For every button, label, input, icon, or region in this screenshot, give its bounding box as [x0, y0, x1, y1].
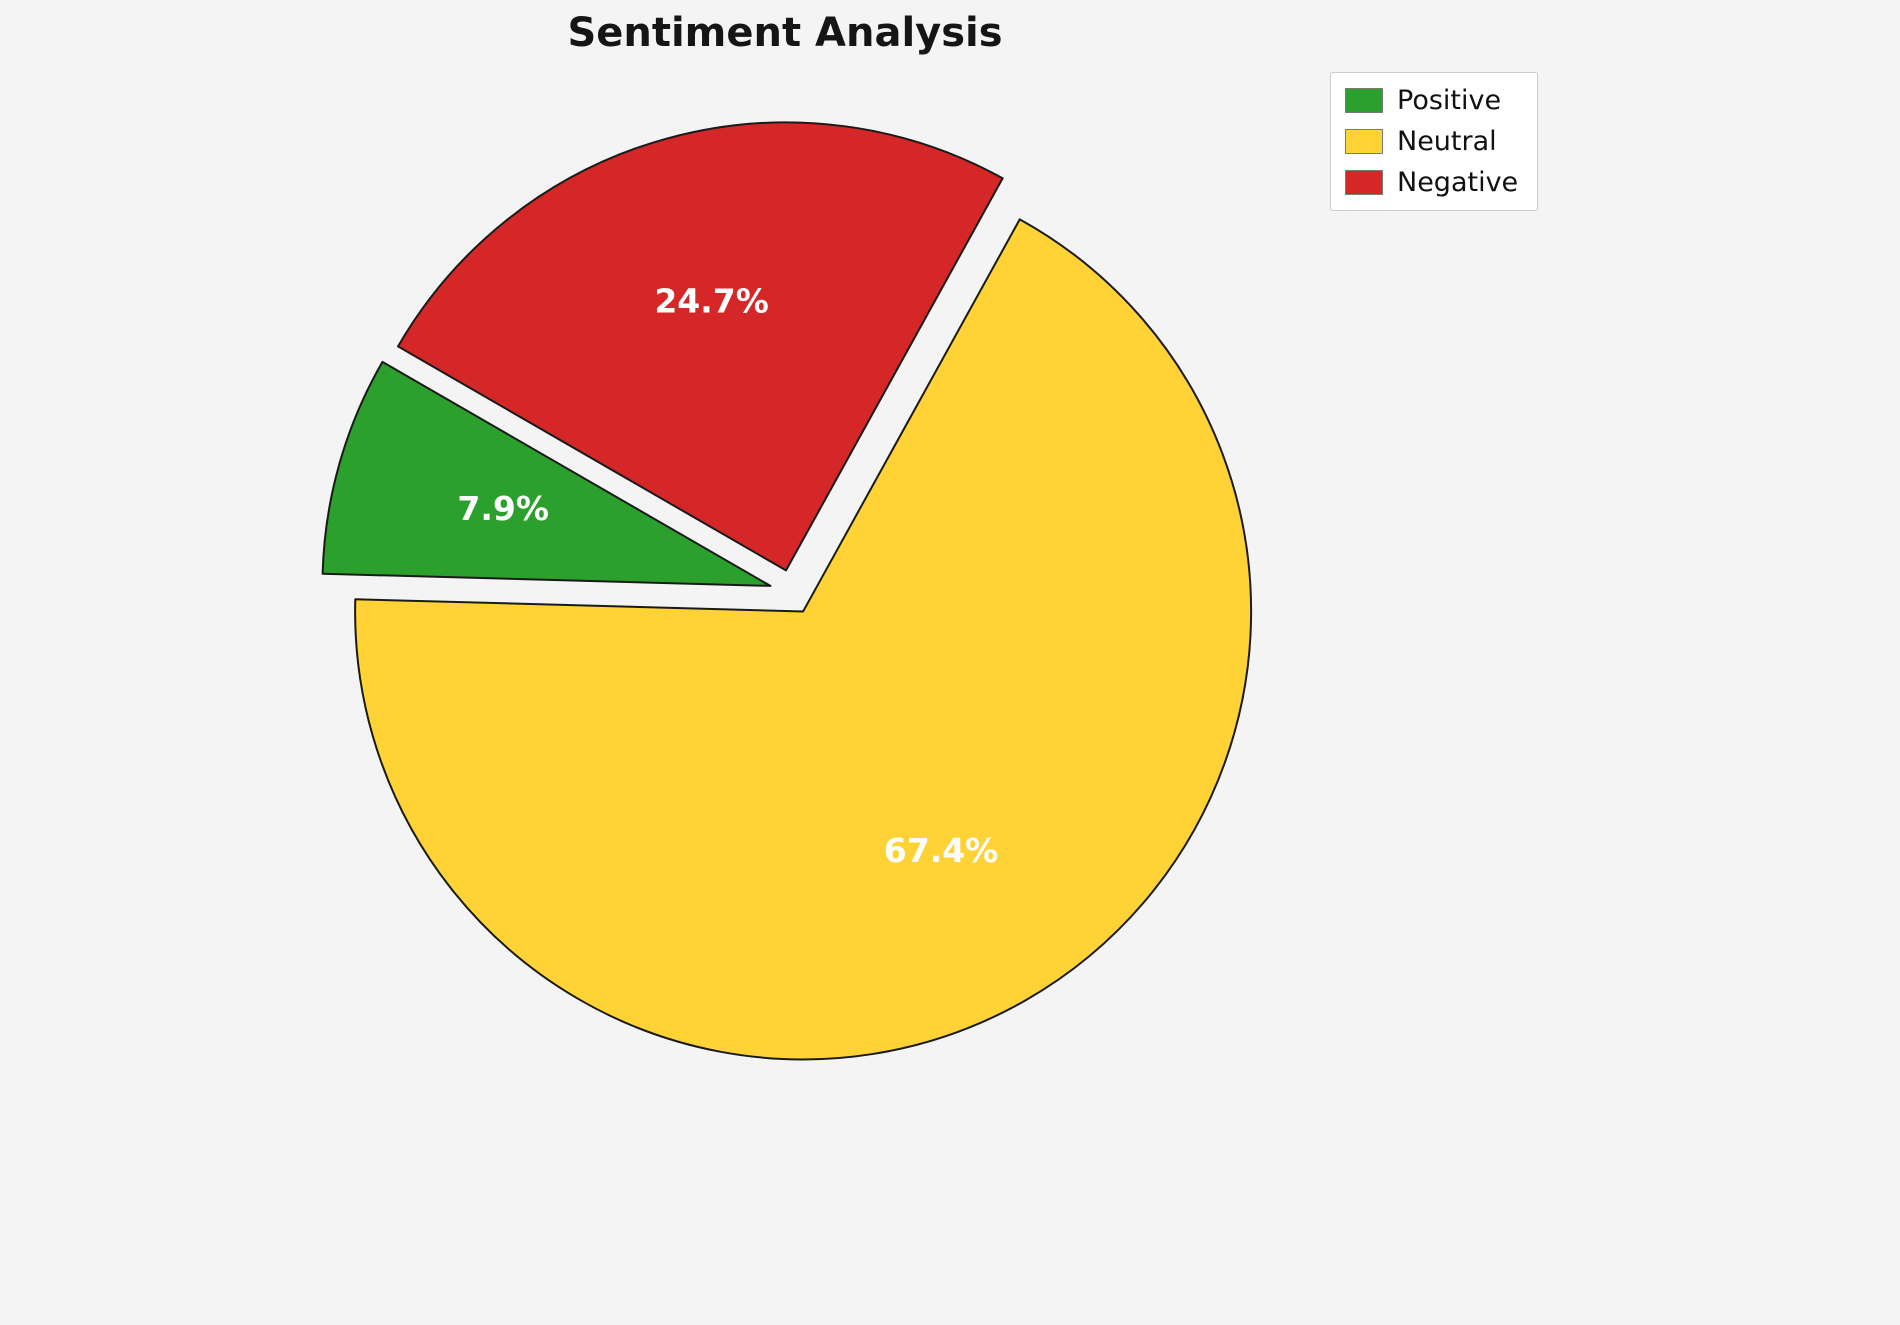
pie-pct-label-negative: 24.7% [654, 281, 769, 320]
legend: Positive Neutral Negative [1330, 72, 1538, 211]
legend-label-positive: Positive [1397, 85, 1502, 116]
legend-swatch-negative [1345, 170, 1383, 195]
legend-item-neutral: Neutral [1345, 126, 1523, 157]
pie-pct-label-positive: 7.9% [457, 489, 549, 528]
pie-slice-negative [397, 121, 1004, 572]
pie-slice-positive [321, 360, 772, 587]
chart-title: Sentiment Analysis [567, 10, 1003, 56]
legend-swatch-positive [1345, 88, 1383, 113]
legend-swatch-neutral [1345, 129, 1383, 154]
pie-pct-label-neutral: 67.4% [884, 831, 999, 870]
pie-slice-neutral [354, 218, 1253, 1061]
legend-label-negative: Negative [1397, 167, 1519, 198]
legend-label-neutral: Neutral [1397, 126, 1497, 157]
legend-item-negative: Negative [1345, 167, 1523, 198]
legend-item-positive: Positive [1345, 85, 1523, 116]
